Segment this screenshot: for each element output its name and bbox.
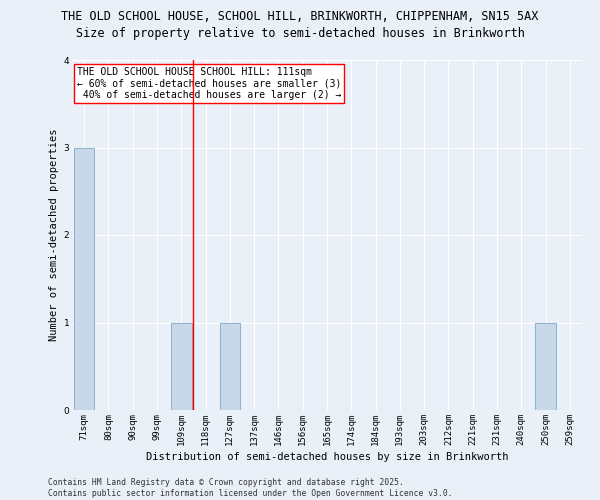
Bar [171,322,191,410]
Bar [535,322,556,410]
Text: THE OLD SCHOOL HOUSE, SCHOOL HILL, BRINKWORTH, CHIPPENHAM, SN15 5AX: THE OLD SCHOOL HOUSE, SCHOOL HILL, BRINK… [61,10,539,23]
Text: Contains HM Land Registry data © Crown copyright and database right 2025.
Contai: Contains HM Land Registry data © Crown c… [48,478,452,498]
X-axis label: Distribution of semi-detached houses by size in Brinkworth: Distribution of semi-detached houses by … [146,452,508,462]
Text: THE OLD SCHOOL HOUSE SCHOOL HILL: 111sqm
← 60% of semi-detached houses are small: THE OLD SCHOOL HOUSE SCHOOL HILL: 111sqm… [77,67,341,100]
Bar [220,322,240,410]
Bar [74,148,94,410]
Text: Size of property relative to semi-detached houses in Brinkworth: Size of property relative to semi-detach… [76,28,524,40]
Y-axis label: Number of semi-detached properties: Number of semi-detached properties [49,128,59,341]
